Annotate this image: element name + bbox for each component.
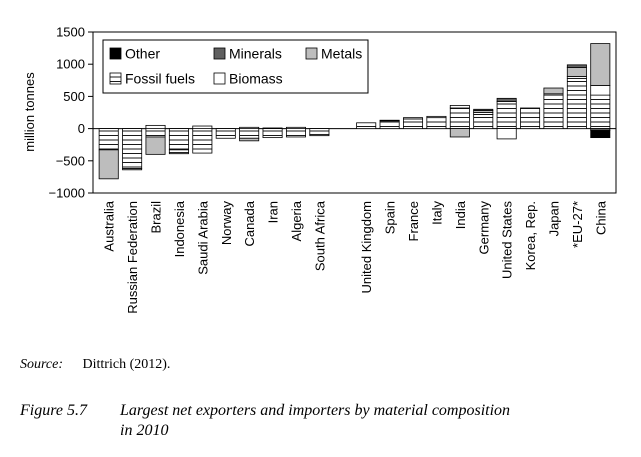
bar-segment: [449, 107, 470, 129]
legend-label: Fossil fuels: [125, 71, 195, 87]
x-tick-label: Russian Federation: [125, 201, 140, 314]
x-tick-label: Saudi Arabia: [195, 200, 210, 274]
bar-segment: [192, 128, 213, 154]
bar-segment: [379, 119, 400, 122]
legend-label: Minerals: [229, 46, 282, 62]
bar-segment: [285, 126, 306, 129]
bar-segment: [356, 122, 377, 130]
x-tick-label: India: [453, 200, 468, 229]
bar-segment: [145, 124, 166, 129]
bar-segment: [543, 94, 564, 129]
x-tick-label: Korea, Rep.: [523, 201, 538, 270]
legend-swatch: [305, 47, 318, 60]
legend-swatch: [109, 72, 122, 85]
bar-segment: [449, 128, 470, 138]
x-tick-label: Australia: [102, 200, 117, 251]
x-tick-label: Japan: [546, 201, 561, 236]
bar-segment: [262, 127, 283, 130]
bar-segment: [590, 43, 611, 86]
x-tick-label: Spain: [383, 201, 398, 234]
bar-segment: [403, 117, 424, 120]
bar-segment: [262, 128, 283, 139]
x-tick-label: Italy: [429, 201, 444, 225]
bar-segment: [590, 130, 611, 139]
source-note: Source: Dittrich (2012).: [20, 357, 170, 373]
y-tick-label: −1000: [48, 186, 85, 201]
legend-swatch: [213, 47, 226, 60]
bar-segment: [520, 107, 541, 129]
bar-segment: [590, 94, 611, 129]
bar-segment: [449, 105, 470, 109]
bar-segment: [566, 77, 587, 129]
bar-segment: [145, 128, 166, 138]
source-label: Source:: [20, 357, 64, 372]
figure-caption: Figure 5.7 Largest net exporters and impo…: [20, 401, 630, 441]
bar-segment: [309, 133, 330, 137]
bar-segment: [122, 168, 143, 171]
x-tick-label: Brazil: [149, 201, 164, 234]
y-tick-label: 1500: [56, 25, 85, 40]
x-tick-label: Norway: [219, 201, 234, 246]
x-axis-labels: Australia Russian Federation Brazil Indones…: [102, 200, 609, 314]
y-axis-label: million tonnes: [22, 72, 37, 152]
material-trade-chart: million tonnes −1000 −500 0 500 1000 1500 Aus…: [22, 25, 617, 314]
bar-segment: [239, 126, 260, 129]
bar-segment: [122, 128, 143, 169]
legend-frame: [102, 39, 369, 94]
x-tick-label: Indonesia: [172, 200, 187, 257]
bar-segment: [309, 128, 330, 135]
x-tick-label: Germany: [476, 201, 491, 255]
caption-line-2: in 2010: [120, 422, 169, 439]
legend-label: Metals: [321, 46, 362, 62]
bar-segment: [239, 128, 260, 139]
bar-segment: [98, 128, 119, 151]
x-tick-label: United Kingdom: [359, 201, 374, 294]
bar-segment: [426, 117, 447, 130]
x-tick-label: China: [593, 200, 608, 235]
bar-segment: [239, 137, 260, 142]
x-tick-label: South Africa: [312, 200, 327, 271]
bar-segment: [403, 118, 424, 130]
legend-label: Other: [125, 46, 160, 62]
legend: Other Minerals Metals Fossil fuels Biomass: [102, 39, 369, 94]
bar-segment: [473, 114, 494, 129]
legend-label: Biomass: [229, 71, 283, 87]
bar-segment: [496, 128, 517, 140]
bar-segment: [285, 128, 306, 138]
x-tick-label: Iran: [266, 201, 281, 223]
bar-segment: [473, 108, 494, 111]
bar-segment: [566, 64, 587, 68]
bar-segment: [496, 101, 517, 130]
x-tick-label: United States: [500, 201, 515, 280]
bar-segment: [192, 125, 213, 130]
bar-segment: [426, 115, 447, 119]
plot-frame: [92, 31, 617, 194]
legend-swatch: [109, 47, 122, 60]
x-tick-label: *EU-27*: [570, 201, 585, 248]
y-tick-label: 1000: [56, 57, 85, 72]
x-tick-label: Canada: [242, 200, 257, 246]
bar-segment: [145, 136, 166, 155]
x-tick-label: France: [406, 201, 421, 241]
figure-number: Figure 5.7: [20, 402, 87, 419]
bar-segment: [168, 152, 189, 155]
y-tick-label: 500: [63, 89, 85, 104]
y-tick-label: −500: [56, 153, 85, 168]
bars-group: [98, 43, 611, 180]
bar-segment: [168, 128, 189, 151]
y-tick-label: 0: [78, 121, 85, 136]
bar-segment: [543, 87, 564, 95]
legend-swatch: [213, 72, 226, 85]
x-tick-label: Algeria: [289, 200, 304, 241]
caption-line-1: Largest net exporters and importers by m…: [120, 402, 511, 419]
bar-segment: [215, 128, 236, 139]
bar-segment: [590, 85, 611, 96]
bar-segment: [496, 97, 517, 102]
bar-segment: [379, 120, 400, 130]
bar-segment: [98, 149, 119, 180]
source-text: Dittrich (2012).: [82, 357, 171, 372]
bar-segment: [566, 67, 587, 77]
